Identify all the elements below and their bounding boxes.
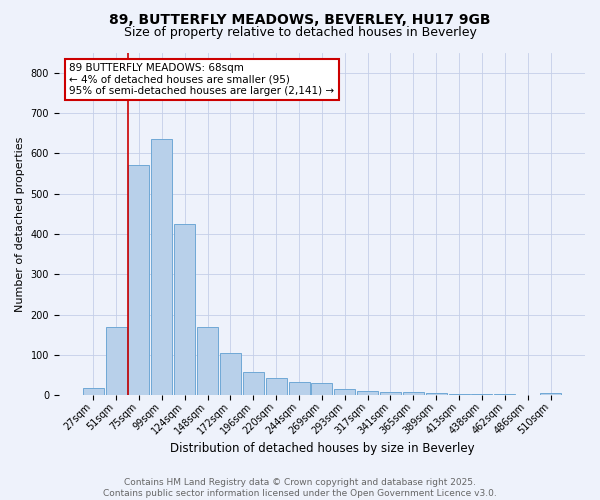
Bar — [128, 166, 149, 396]
Text: 89, BUTTERFLY MEADOWS, BEVERLEY, HU17 9GB: 89, BUTTERFLY MEADOWS, BEVERLEY, HU17 9G… — [109, 12, 491, 26]
Bar — [174, 224, 195, 396]
Text: Size of property relative to detached houses in Beverley: Size of property relative to detached ho… — [124, 26, 476, 39]
Bar — [357, 391, 378, 396]
X-axis label: Distribution of detached houses by size in Beverley: Distribution of detached houses by size … — [170, 442, 474, 455]
Bar — [197, 326, 218, 396]
Bar — [106, 326, 127, 396]
Bar — [380, 392, 401, 396]
Text: Contains HM Land Registry data © Crown copyright and database right 2025.
Contai: Contains HM Land Registry data © Crown c… — [103, 478, 497, 498]
Bar — [311, 383, 332, 396]
Y-axis label: Number of detached properties: Number of detached properties — [15, 136, 25, 312]
Bar — [83, 388, 104, 396]
Text: 89 BUTTERFLY MEADOWS: 68sqm
← 4% of detached houses are smaller (95)
95% of semi: 89 BUTTERFLY MEADOWS: 68sqm ← 4% of deta… — [70, 63, 334, 96]
Bar — [243, 372, 264, 396]
Bar — [540, 394, 561, 396]
Bar — [426, 394, 447, 396]
Bar — [494, 394, 515, 396]
Bar — [289, 382, 310, 396]
Bar — [266, 378, 287, 396]
Bar — [403, 392, 424, 396]
Bar — [220, 353, 241, 396]
Bar — [334, 389, 355, 396]
Bar — [472, 394, 493, 396]
Bar — [151, 139, 172, 396]
Bar — [449, 394, 470, 396]
